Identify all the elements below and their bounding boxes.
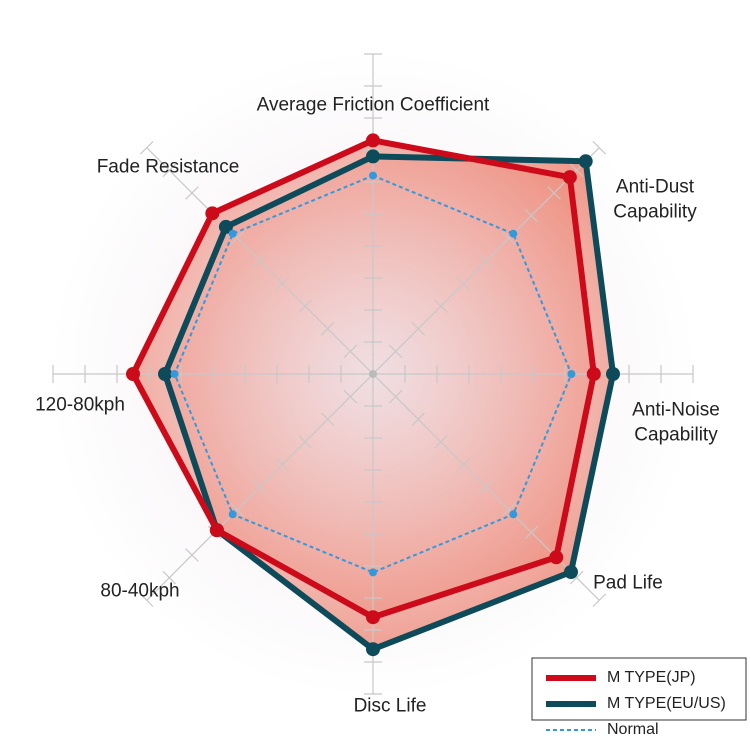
legend-label: M TYPE(JP) [607,669,696,686]
data-point [205,206,220,221]
tick-mark [139,140,154,155]
tick-mark [275,457,290,472]
tick-mark [275,276,290,291]
tick-mark [343,344,358,359]
data-point [366,149,380,164]
center-dot [369,370,377,378]
data-point [366,133,380,148]
tick-mark [388,344,403,359]
axis-label: 120-80kph [35,394,125,416]
data-point [586,367,601,381]
tick-mark [524,208,539,223]
data-point [218,219,233,234]
data-point [126,367,140,381]
axis-label: Anti-Dust Capability [613,176,697,222]
tick-mark [320,412,335,427]
data-point [228,510,237,519]
legend-box [531,657,747,721]
tick-mark [388,389,403,404]
tick-mark [298,299,312,313]
tick-mark [569,570,584,585]
data-point [578,154,593,169]
tick-mark [501,231,516,246]
data-point [549,550,564,565]
tick-mark [343,389,358,404]
data-point [366,610,380,625]
legend-label: M TYPE(EU/US) [607,695,726,712]
axis-label: Anti-Noise Capability [632,399,720,445]
tick-mark [501,502,516,517]
tick-mark [592,593,607,608]
tick-mark [479,480,493,494]
tick-mark [162,570,177,585]
tick-mark [185,548,199,562]
data-point [567,370,576,378]
tick-mark [456,276,471,291]
tick-mark [320,321,335,336]
axis-label: Fade Resistance [96,156,240,178]
tick-mark [162,163,177,178]
data-point [366,642,380,657]
data-point [509,229,518,238]
tick-mark [456,457,471,472]
tick-mark [479,254,493,268]
tick-mark [592,140,607,155]
data-point [563,564,578,579]
tick-mark [253,480,267,494]
tick-mark [298,435,312,449]
data-point [509,510,518,519]
data-point [209,523,224,538]
data-point [228,229,237,238]
data-point [158,367,172,381]
axis-label: Average Friction Coefficient [256,94,490,116]
tick-mark [524,525,539,540]
tick-mark [139,593,154,608]
data-point [606,367,620,381]
tick-mark [253,254,267,268]
tick-mark [411,412,426,427]
data-point [369,568,377,577]
tick-mark [185,186,199,200]
tick-mark [434,435,448,449]
tick-mark [569,163,584,178]
data-point [369,171,377,180]
tick-mark [230,231,245,246]
tick-mark [411,321,426,336]
tick-mark [434,299,448,313]
axis-label: Disc Life [353,695,427,717]
data-point [562,170,577,185]
legend-label: Normal [607,721,659,738]
tick-mark [230,502,245,517]
tick-mark [547,186,561,200]
axis-label: 80-40kph [100,580,180,602]
data-point [170,370,179,378]
axis-label: Pad Life [593,572,663,594]
